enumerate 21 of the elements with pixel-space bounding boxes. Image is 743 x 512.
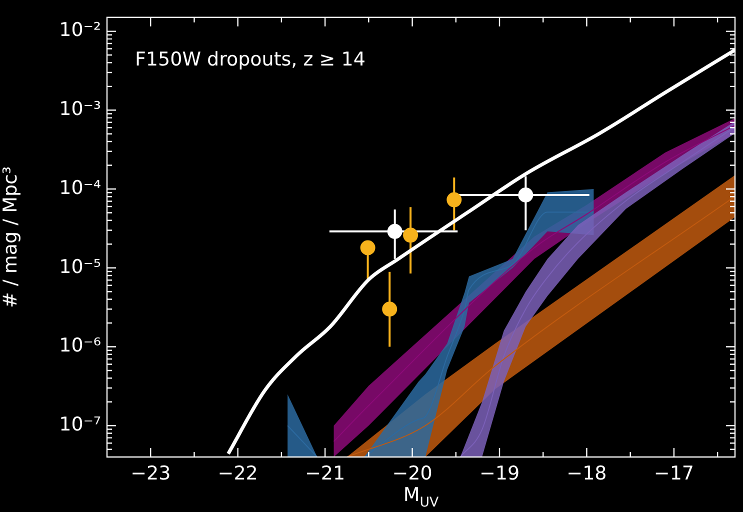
y-tick-label: 10⁻⁶ xyxy=(59,334,101,357)
point xyxy=(403,228,418,243)
y-tick-label: 10⁻⁷ xyxy=(59,414,101,436)
annotation: F150W dropouts, z ≥ 14 xyxy=(135,48,366,70)
point xyxy=(387,224,402,239)
x-tick-label: −23 xyxy=(130,462,171,484)
x-tick-label: −22 xyxy=(218,462,258,484)
x-tick-label: −20 xyxy=(392,462,432,484)
y-tick-label: 10⁻² xyxy=(59,19,101,42)
point xyxy=(518,187,534,202)
point xyxy=(360,240,376,256)
x-tick-label: −17 xyxy=(654,462,694,484)
y-axis-title: # / mag / Mpc³ xyxy=(0,166,22,308)
x-tick-label: −18 xyxy=(566,462,607,484)
y-tick-label: 10⁻⁴ xyxy=(59,176,102,199)
point xyxy=(446,192,462,208)
y-tick-label: 10⁻³ xyxy=(59,98,101,120)
point xyxy=(382,302,398,317)
y-tick-label: 10⁻⁵ xyxy=(59,256,101,278)
x-tick-label: −21 xyxy=(305,462,346,484)
x-tick-label: −19 xyxy=(479,462,520,484)
